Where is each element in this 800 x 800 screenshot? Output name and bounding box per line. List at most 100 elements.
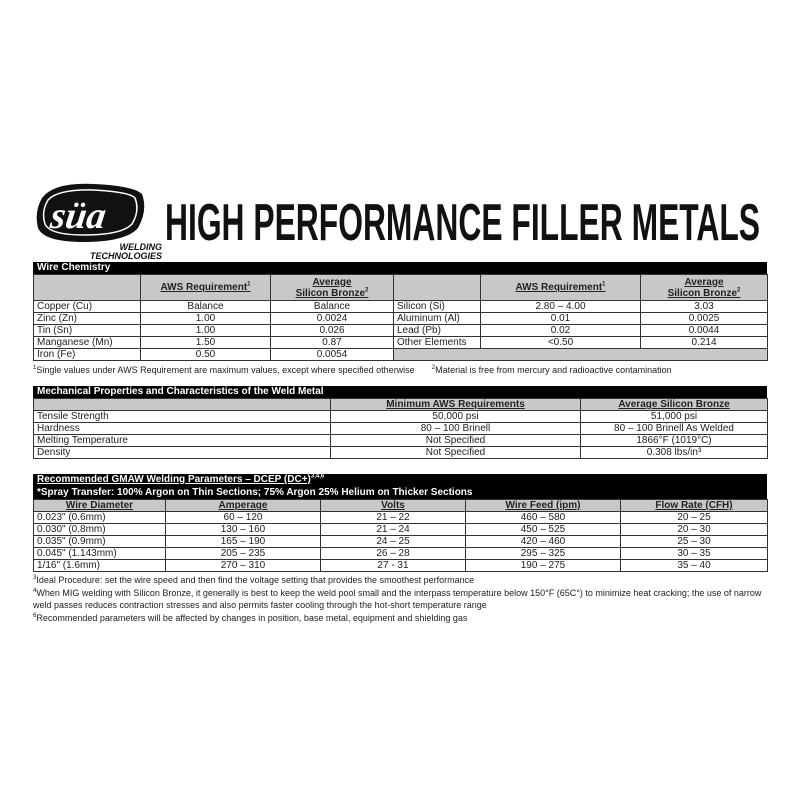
cell: 35 – 40 [620,559,768,572]
cell: 20 – 25 [620,511,768,524]
cell: 60 – 120 [165,511,321,524]
cell: 20 – 30 [620,523,768,536]
col-min-aws: Minimum AWS Requirements [330,398,581,411]
gmaw-section: Recommended GMAW Welding Parameters – DC… [33,474,768,624]
wire-chemistry-table: AWS Requirement1 Average Silicon Bronze2 … [33,274,768,361]
wire-chemistry-footnotes: 1Single values under AWS Requirement are… [33,365,672,375]
cell-avg: 51,000 psi [580,410,768,423]
mechanical-row: Hardness 80 – 100 Brinell 80 – 100 Brinell… [33,422,768,435]
cell-avg: 3.03 [640,300,768,313]
chemistry-row: Iron (Fe) 0.50 0.0054 [33,348,768,361]
cell: 295 – 325 [465,547,621,560]
cell-aws: 0.50 [140,348,271,361]
cell: 27 - 31 [320,559,466,572]
cell: 30 – 35 [620,547,768,560]
cell-avg: 0.308 lbs/in³ [580,446,768,459]
cell-aws: 2.80 – 4.00 [480,300,641,313]
cell: 0.030" (0.8mm) [33,523,166,536]
cell-aws: 1.00 [140,312,271,325]
svg-text:süa: süa [47,195,109,237]
cell: 270 – 310 [165,559,321,572]
cell: 190 – 275 [465,559,621,572]
cell-prop: Tensile Strength [33,410,331,423]
cell: 165 – 190 [165,535,321,548]
gmaw-row: 1/16" (1.6mm) 270 – 310 27 - 31 190 – 275 35… [33,559,768,572]
cell-min: Not Specified [330,446,581,459]
cell: 460 – 580 [465,511,621,524]
cell-aws: 0.01 [480,312,641,325]
cell-prop: Density [33,446,331,459]
gmaw-header: Recommended GMAW Welding Parameters – DC… [33,474,767,487]
cell-element: Silicon (Si) [393,300,481,313]
cell-avg: 1866°F (1019°C) [580,434,768,447]
cell-aws: 1.00 [140,324,271,337]
column-header: Wire Diameter [33,499,166,512]
cell-avg: 0.0044 [640,324,768,337]
cell-min: 80 – 100 Brinell [330,422,581,435]
chemistry-row: Tin (Sn) 1.00 0.026 Lead (Pb) 0.02 0.0044 [33,324,768,337]
svg-text:TECHNOLOGIES: TECHNOLOGIES [90,251,162,260]
chemistry-row: Copper (Cu) Balance Balance Silicon (Si) 2.8… [33,300,768,313]
gmaw-row: 0.035" (0.9mm) 165 – 190 24 – 25 420 – 460 2… [33,535,768,548]
cell: 21 – 22 [320,511,466,524]
cell-min: 50,000 psi [330,410,581,423]
chemistry-row: Manganese (Mn) 1.50 0.87 Other Elements <0.5… [33,336,768,349]
gmaw-subheader: *Spray Transfer: 100% Argon on Thin Sect… [33,487,767,499]
cell: 205 – 235 [165,547,321,560]
gmaw-row: 0.045" (1.143mm) 205 – 235 26 – 28 295 – 32… [33,547,768,560]
cell: 420 – 460 [465,535,621,548]
mechanical-header: Mechanical Properties and Characteristic… [33,386,767,398]
cell: 21 – 24 [320,523,466,536]
cell-element: Lead (Pb) [393,324,481,337]
page-title-wrapper: HIGH PERFORMANCE FILLER METALS [165,194,760,248]
svg-text:WELDING: WELDING [120,242,163,252]
cell: 25 – 30 [620,535,768,548]
cell: 26 – 28 [320,547,466,560]
cell-element: Other Elements [393,336,481,349]
footnote: 6Recommended parameters will be affected… [33,612,468,623]
cell: 0.045" (1.143mm) [33,547,166,560]
cell-element: Aluminum (Al) [393,312,481,325]
wire-chemistry-header: Wire Chemistry [33,262,767,274]
cell-avg: 0.87 [270,336,394,349]
col-aws: AWS Requirement1 [140,274,271,301]
cell-element: Manganese (Mn) [33,336,141,349]
cell-element: Copper (Cu) [33,300,141,313]
gmaw-table: Wire Diameter Amperage Volts Wire Feed (ipm… [33,499,768,572]
column-header: Volts [320,499,466,512]
cell: 24 – 25 [320,535,466,548]
col-avg: Average Silicon Bronze [580,398,768,411]
cell-aws: Balance [140,300,271,313]
empty-cell [393,348,768,361]
column-header: Amperage [165,499,321,512]
col-avg: Average Silicon Bronze2 [270,274,394,301]
cell-avg: 0.0054 [270,348,394,361]
chemistry-row: Zinc (Zn) 1.00 0.0024 Aluminum (Al) 0.01 0.00… [33,312,768,325]
mechanical-section: Mechanical Properties and Characteristic… [33,386,768,459]
cell-avg: Balance [270,300,394,313]
col-aws: AWS Requirement1 [480,274,641,301]
page-title: HIGH PERFORMANCE FILLER METALS [165,194,760,248]
mechanical-table: Minimum AWS Requirements Average Silicon… [33,398,768,459]
wire-chemistry-section: Wire Chemistry AWS Requirement1 Average S… [33,262,768,377]
column-header: Flow Rate (CFH) [620,499,768,512]
gmaw-row: 0.030" (0.8mm) 130 – 160 21 – 24 450 – 525 2… [33,523,768,536]
cell-aws: 0.02 [480,324,641,337]
cell-element: Iron (Fe) [33,348,141,361]
cell-avg: 0.026 [270,324,394,337]
footnote: 3Ideal Procedure: set the wire speed and… [33,575,475,585]
cell-element: Tin (Sn) [33,324,141,337]
gmaw-row: 0.023" (0.6mm) 60 – 120 21 – 22 460 – 580 20… [33,511,768,524]
cell-avg: 0.0025 [640,312,768,325]
footnote: 4When MIG welding with Silicon Bronze, i… [33,587,762,611]
column-header: Wire Feed (ipm) [465,499,621,512]
cell-prop: Melting Temperature [33,434,331,447]
cell-aws: <0.50 [480,336,641,349]
cell-aws: 1.50 [140,336,271,349]
cell: 130 – 160 [165,523,321,536]
cell-avg: 0.214 [640,336,768,349]
mechanical-row: Density Not Specified 0.308 lbs/in³ [33,446,768,459]
cell: 0.023" (0.6mm) [33,511,166,524]
cell: 0.035" (0.9mm) [33,535,166,548]
cell-prop: Hardness [33,422,331,435]
